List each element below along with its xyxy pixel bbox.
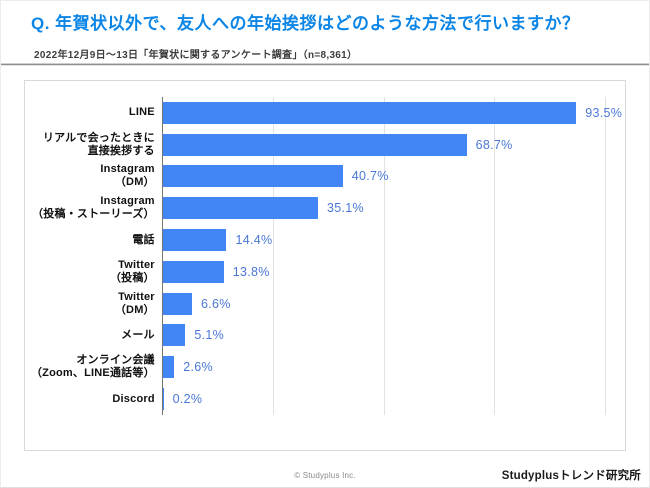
copyright-text: © Studyplus Inc. <box>294 471 356 480</box>
chart-row: オンライン会議 （Zoom、LINE通話等） 2.6% <box>25 351 605 383</box>
header-divider <box>1 63 649 66</box>
chart-row: 電話 14.4% <box>25 224 605 256</box>
value-label: 68.7% <box>475 137 513 152</box>
bar <box>162 324 186 347</box>
value-label: 5.1% <box>194 328 225 343</box>
chart-row: Discord 0.2% <box>25 383 605 415</box>
chart-row: LINE 93.5% <box>25 97 622 129</box>
category-label: 電話 <box>132 233 155 246</box>
bar-cell: 68.7% <box>162 129 605 161</box>
bar <box>162 260 224 283</box>
category-label: Instagram （投稿・ストーリーズ） <box>32 195 155 221</box>
chart-row: Twitter （DM） 6.6% <box>25 288 605 320</box>
value-label: 40.7% <box>351 169 389 184</box>
category-label: Discord <box>112 392 155 405</box>
chart-row: リアルで会ったときに 直接挨拶する 68.7% <box>25 129 605 161</box>
bar-rows: LINE 93.5% リアルで会ったときに 直接挨拶する 68.7% Instagram （… <box>25 97 622 415</box>
value-label: 35.1% <box>326 201 364 216</box>
value-label: 2.6% <box>183 360 213 375</box>
bar-cell: 14.4% <box>162 224 605 256</box>
gridline <box>494 97 496 415</box>
chart-grid <box>162 97 606 415</box>
bar-cell: 2.6% <box>162 351 605 383</box>
bar-cell: 0.2% <box>162 383 605 415</box>
chart-row: Instagram （DM） 40.7% <box>25 161 605 193</box>
category-label: オンライン会議 （Zoom、LINE通話等） <box>30 354 155 380</box>
question-title: Q. 年賀状以外で、友人への年始挨拶はどのような方法で行いますか？ <box>31 14 580 33</box>
bar <box>162 229 227 252</box>
value-label: 14.4% <box>235 233 273 248</box>
chart-card: LINE 93.5% リアルで会ったときに 直接挨拶する 68.7% Instagram （… <box>24 80 626 451</box>
gridline <box>605 97 606 415</box>
bar <box>162 101 577 124</box>
value-label: 93.5% <box>585 105 623 120</box>
category-label: Instagram （DM） <box>100 163 155 189</box>
bar-cell: 6.6% <box>162 288 605 320</box>
bar <box>162 197 318 220</box>
chart-row: Twitter （投稿） 13.8% <box>25 256 605 288</box>
bar-cell: 5.1% <box>162 320 605 352</box>
survey-subtitle: 2022年12月9日～13日「年賀状に関するアンケート調査」（n=8,361） <box>34 50 358 61</box>
bar-cell: 40.7% <box>162 161 605 193</box>
value-label: 13.8% <box>232 264 270 279</box>
chart-row: メール 5.1% <box>25 320 605 352</box>
bar-cell: 93.5% <box>162 97 622 129</box>
chart-row: Instagram （投稿・ストーリーズ） 35.1% <box>25 192 605 224</box>
bar <box>162 356 175 379</box>
bar-cell: 35.1% <box>162 192 605 224</box>
gridline <box>383 97 385 415</box>
bar <box>162 292 192 315</box>
bar <box>162 165 343 188</box>
bar <box>162 133 467 156</box>
category-label: Twitter （投稿） <box>109 258 155 284</box>
gridline <box>272 97 274 415</box>
category-label: メール <box>121 328 155 341</box>
category-label: リアルで会ったときに 直接挨拶する <box>42 131 155 157</box>
bar-cell: 13.8% <box>162 256 605 288</box>
value-label: 6.6% <box>200 296 231 311</box>
value-label: 0.2% <box>172 392 203 407</box>
category-label: LINE <box>128 106 155 119</box>
category-label: Twitter （DM） <box>114 290 155 316</box>
bar <box>162 388 164 411</box>
brand-text: Studyplusトレンド研究所 <box>501 470 641 482</box>
